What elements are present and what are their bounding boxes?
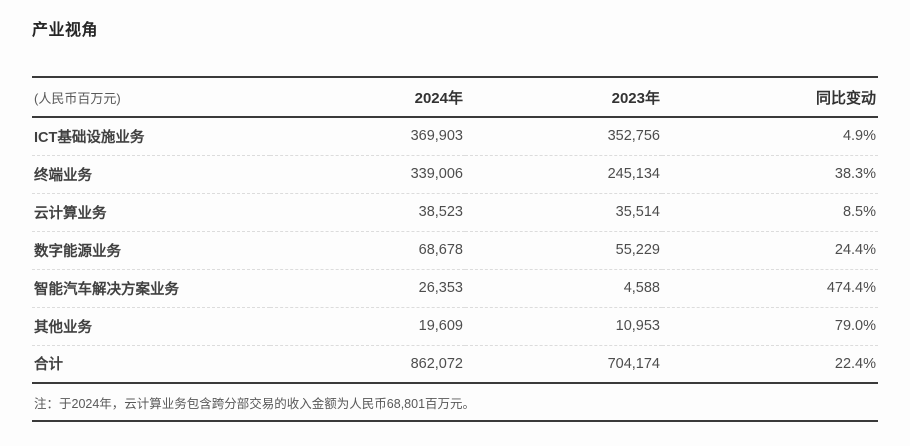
segment-name: 其他业务 (34, 319, 92, 336)
segment-name: 智能汽车解决方案业务 (34, 281, 179, 298)
value-yoy: 24.4% (834, 242, 876, 258)
segment-name: 终端业务 (34, 167, 92, 184)
segment-name: ICT基础设施业务 (34, 129, 145, 146)
total-value-yoy: 22.4% (834, 355, 876, 372)
table-note-row: 注：于2024年，云计算业务包含跨分部交易的收入金额为人民币68,801百万元。 (32, 383, 878, 421)
table-row-intelligent-automotive: 智能汽车解决方案业务 26,353 4,588 474.4% (32, 269, 878, 307)
value-2023: 352,756 (607, 128, 660, 145)
value-yoy: 474.4% (826, 280, 876, 296)
value-2023: 55,229 (615, 242, 660, 258)
table-row-cloud: 云计算业务 38,523 35,514 8.5% (32, 193, 878, 231)
table-row-others: 其他业务 19,609 10,953 79.0% (32, 307, 878, 345)
column-header-yoy: 同比变动 (815, 89, 876, 107)
value-2023: 245,134 (607, 166, 660, 182)
value-2024: 68,678 (418, 242, 463, 258)
value-2023: 4,588 (623, 280, 660, 296)
column-header-2024: 2024年 (414, 89, 463, 107)
value-yoy: 38.3% (834, 166, 876, 182)
value-2024: 38,523 (418, 204, 463, 220)
value-2024: 369,903 (410, 128, 463, 145)
segment-name: 数字能源业务 (34, 243, 121, 260)
total-label: 合计 (34, 357, 63, 374)
value-2023: 35,514 (615, 204, 660, 220)
total-value-2024: 862,072 (410, 355, 463, 372)
total-value-2023: 704,174 (607, 355, 660, 372)
value-2024: 19,609 (418, 318, 463, 334)
table-row-total: 合计 862,072 704,174 22.4% (32, 345, 878, 383)
value-2024: 26,353 (418, 280, 463, 296)
table-row-device: 终端业务 339,006 245,134 38.3% (32, 155, 878, 193)
page-title: 产业视角 (32, 22, 99, 39)
column-header-2023: 2023年 (611, 89, 660, 107)
segment-revenue-table: (人民币百万元) 2024年 2023年 同比变动 ICT基础设施业务 369,… (32, 76, 878, 422)
value-2023: 10,953 (615, 318, 660, 334)
table-row-ict: ICT基础设施业务 369,903 352,756 4.9% (32, 117, 878, 155)
value-2024: 339,006 (410, 166, 463, 182)
unit-label: (人民币百万元) (34, 90, 121, 106)
segment-name: 云计算业务 (34, 205, 107, 222)
table-row-digital-power: 数字能源业务 68,678 55,229 24.4% (32, 231, 878, 269)
value-yoy: 79.0% (834, 318, 876, 334)
table-header-row: (人民币百万元) 2024年 2023年 同比变动 (32, 77, 878, 117)
table-note: 注：于2024年，云计算业务包含跨分部交易的收入金额为人民币68,801百万元。 (34, 396, 476, 411)
value-yoy: 8.5% (842, 204, 876, 220)
value-yoy: 4.9% (842, 128, 876, 145)
